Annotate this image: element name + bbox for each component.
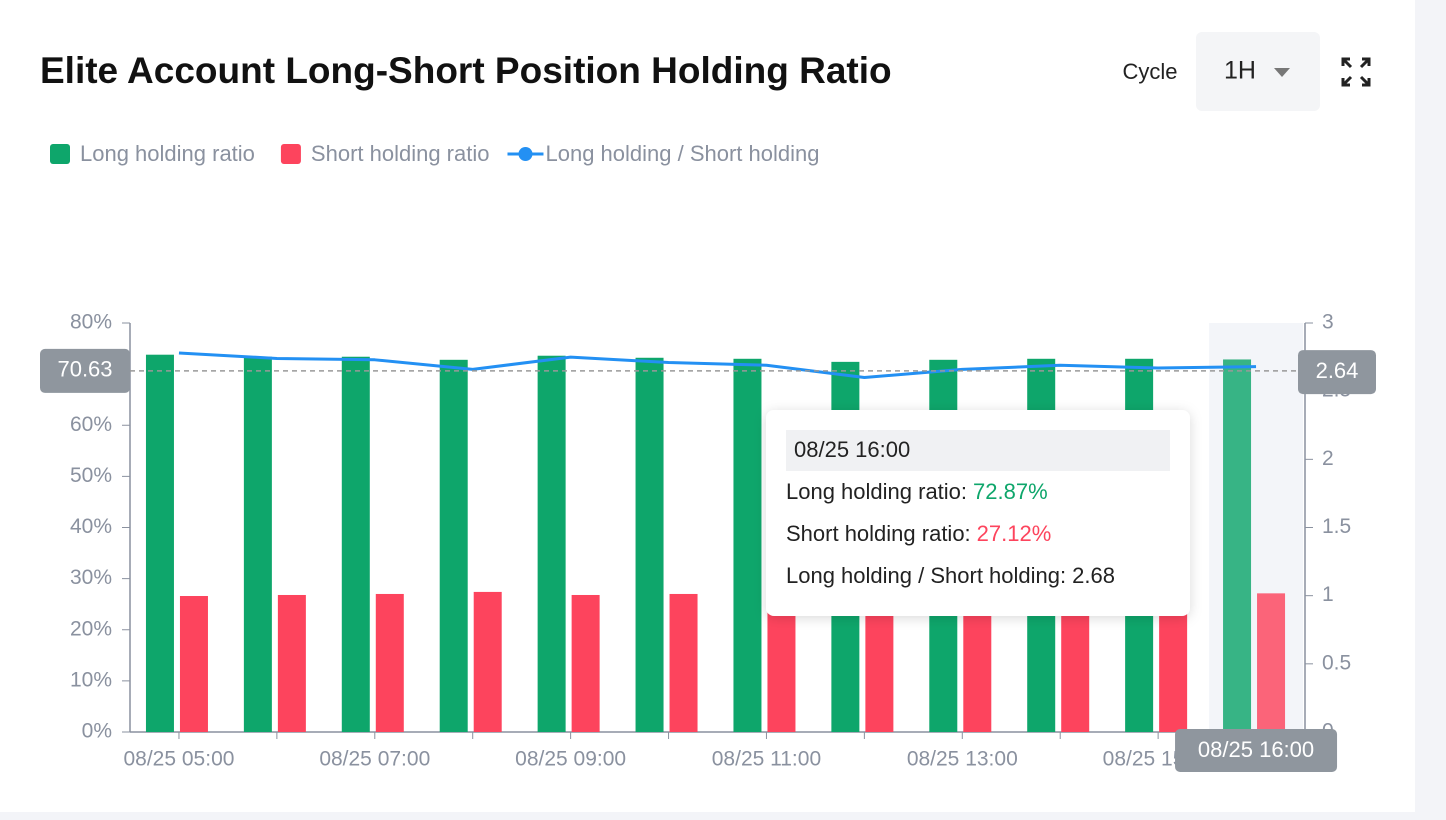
line-series: [178, 351, 1257, 380]
y-tick-label: 80%: [70, 311, 112, 334]
x-pointer-badge: [1175, 729, 1338, 772]
bar: [145, 354, 174, 732]
bar: [1257, 593, 1286, 732]
crosshair-label: 70.63: [57, 357, 112, 382]
y2-tick-label: 1.5: [1322, 515, 1351, 538]
legend-swatch: [50, 144, 70, 164]
y2-tick-label: 2: [1322, 447, 1334, 470]
y-tick-label: 20%: [70, 617, 112, 640]
tooltip-label: Short holding ratio:: [786, 521, 971, 546]
bar: [669, 593, 698, 732]
bar: [767, 593, 796, 732]
y-tick-label: 50%: [70, 464, 112, 487]
x-tick-label: 08/25 05:00: [123, 748, 234, 771]
x-tick-label: 08/25 13:00: [907, 748, 1018, 771]
bar: [439, 359, 468, 732]
crosshair-label: 2.64: [1316, 358, 1359, 383]
tooltip-label: Long holding / Short holding:: [786, 563, 1066, 588]
x-tick-label: 08/25 11:00: [712, 748, 821, 771]
y-tick-label: 40%: [70, 515, 112, 538]
y-tick-label: 0%: [82, 720, 112, 743]
bottom-strip: [0, 812, 1415, 820]
tooltip-value: 2.68: [1072, 563, 1115, 588]
tooltip-header-bg: [786, 430, 1170, 471]
bar: [635, 357, 664, 732]
chart-title: Elite Account Long-Short Position Holdin…: [40, 50, 892, 91]
bar: [243, 356, 272, 732]
bar: [277, 594, 306, 732]
crosshair-badge: [40, 348, 130, 393]
bar: [733, 358, 762, 732]
x-tick-label: 08/25 09:00: [515, 748, 626, 771]
legend-swatch: [518, 147, 533, 161]
legend-label: Long holding ratio: [80, 141, 255, 166]
y2-tick-label: 3: [1322, 311, 1334, 334]
bar: [1159, 593, 1188, 732]
legend-label: Long holding / Short holding: [545, 141, 819, 166]
legend-swatch: [280, 144, 301, 164]
bar: [375, 593, 404, 732]
side-strip: [1415, 0, 1446, 820]
cycle-label: Cycle: [1122, 59, 1177, 84]
x-pointer-label: 08/25 16:00: [1198, 737, 1314, 762]
tooltip-value: 27.12%: [977, 521, 1052, 546]
cycle-select-box[interactable]: [1196, 32, 1320, 111]
bar: [1223, 359, 1252, 732]
cycle-select[interactable]: 1H: [1196, 32, 1320, 111]
y2-tick-label: 0.5: [1322, 651, 1351, 674]
crosshair-badge: [1298, 350, 1376, 395]
x-tick-label: 08/25 07:00: [319, 748, 430, 771]
fullscreen-icon[interactable]: [1341, 57, 1371, 87]
dropdown-caret[interactable]: [1274, 68, 1290, 77]
bar: [537, 355, 566, 732]
bar: [1061, 593, 1090, 732]
tooltip-title: 08/25 16:00: [794, 437, 910, 462]
y-tick-label: 10%: [70, 668, 112, 691]
y-tick-label: 60%: [70, 413, 112, 436]
cycle-value[interactable]: 1H: [1224, 57, 1256, 85]
bar: [473, 591, 502, 732]
bar: [341, 356, 370, 732]
bar: [571, 594, 600, 732]
tooltip-label: Long holding ratio:: [786, 479, 967, 504]
bar: [963, 592, 992, 732]
y-tick-label: 30%: [70, 566, 112, 589]
legend-label: Short holding ratio: [311, 141, 490, 166]
y2-tick-label: 1: [1322, 583, 1334, 606]
bar: [179, 596, 208, 732]
tooltip-value: 72.87%: [973, 479, 1048, 504]
